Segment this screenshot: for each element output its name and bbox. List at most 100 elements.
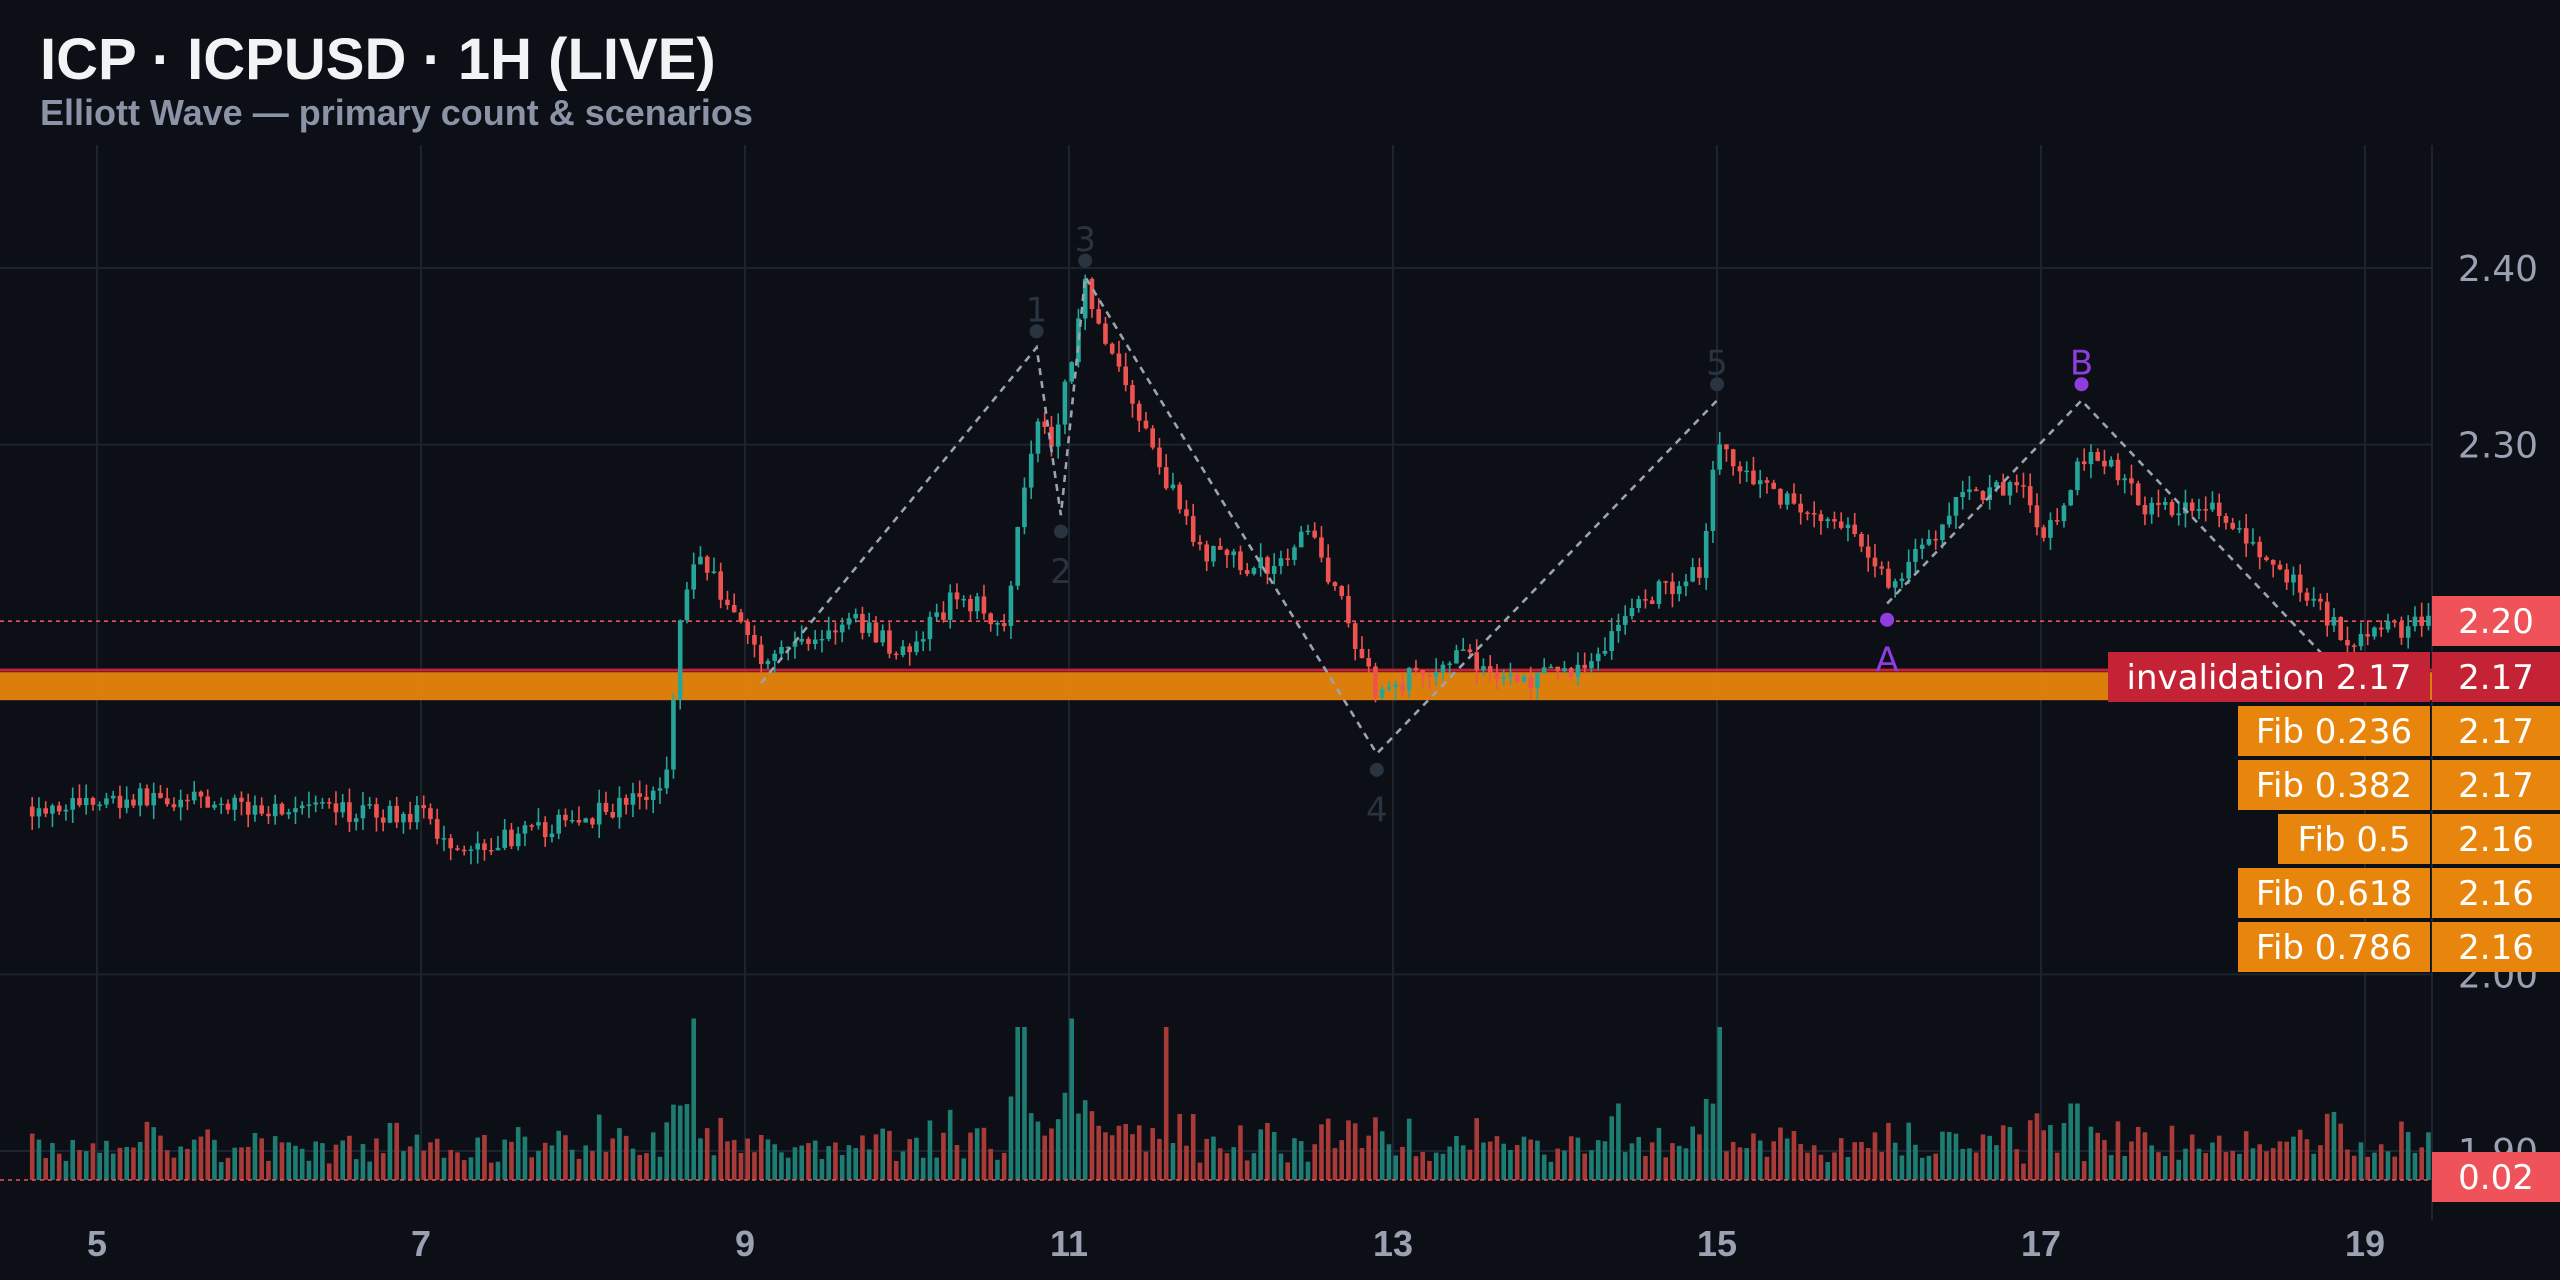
candle-body: [1224, 549, 1230, 556]
volume-bar: [1602, 1141, 1608, 1180]
volume-bar: [97, 1152, 102, 1180]
x-tick-label: 11: [1050, 1223, 1088, 1264]
volume-bar: [1528, 1139, 1533, 1180]
candle-body: [515, 833, 521, 847]
volume-bar: [1521, 1136, 1527, 1180]
volume-bar: [1683, 1148, 1689, 1180]
candle-body: [968, 598, 973, 612]
volume-bar: [1170, 1143, 1176, 1180]
volume-bar: [1015, 1027, 1020, 1180]
volume-bar: [2034, 1113, 2040, 1180]
volume-bar: [1825, 1162, 1830, 1180]
volume-bar: [1217, 1148, 1223, 1180]
tag-invalidation-text: invalidation 2.17: [2127, 658, 2412, 698]
volume-bar: [2156, 1152, 2161, 1180]
volume-bar: [893, 1160, 899, 1180]
candle-body: [104, 798, 109, 805]
candle-body: [2419, 616, 2424, 626]
volume-bar: [299, 1148, 305, 1180]
candle-body: [1069, 362, 1074, 382]
volume-bar: [515, 1127, 521, 1180]
volume-bar: [1595, 1140, 1601, 1180]
volume-bar: [549, 1145, 555, 1180]
volume-bar: [387, 1122, 393, 1180]
volume-bar: [1771, 1141, 1776, 1180]
candle-body: [333, 803, 339, 813]
candle-body: [2014, 482, 2019, 486]
volume-bar: [1892, 1142, 1898, 1180]
volume-bar: [2365, 1156, 2370, 1180]
volume-bar: [1953, 1133, 1959, 1180]
candle-body: [1771, 482, 1776, 489]
volume-bar: [1663, 1157, 1668, 1180]
volume-bar: [475, 1137, 480, 1180]
candle-body: [2338, 616, 2343, 640]
impulse-wave-label: 4: [1366, 791, 1388, 831]
candle-body: [954, 592, 960, 600]
volume-bar: [1393, 1155, 1398, 1180]
volume-bar: [1055, 1119, 1061, 1180]
volume-bar: [2135, 1126, 2141, 1180]
candle-body: [765, 660, 771, 665]
volume-bar: [104, 1140, 109, 1180]
axis-label-fib-0.236-text: 2.17: [2458, 712, 2534, 752]
candle-body: [2142, 505, 2148, 515]
volume-bar: [2223, 1152, 2229, 1180]
candle-body: [563, 814, 568, 821]
candle-body: [819, 638, 825, 641]
candle-body: [1076, 318, 1081, 363]
candle-body: [549, 833, 555, 838]
volume-bar: [2129, 1141, 2134, 1180]
tag-fib-0.618-text: Fib 0.618: [2256, 874, 2412, 914]
candle-body: [1197, 541, 1203, 545]
tag-invalidation-bg: [2108, 652, 2430, 702]
candle-body: [502, 829, 507, 848]
volume-bar: [536, 1150, 541, 1180]
volume-bar: [1346, 1120, 1351, 1180]
volume-bar: [1487, 1141, 1493, 1180]
volume-bar: [1433, 1152, 1439, 1180]
volume-bar: [2331, 1112, 2337, 1180]
volume-bar: [1926, 1155, 1932, 1180]
volume-bar: [1541, 1154, 1547, 1180]
volume-bar: [576, 1158, 582, 1180]
candle-body: [441, 838, 447, 840]
volume-bar: [900, 1151, 906, 1180]
volume-bar: [441, 1157, 447, 1180]
volume-bar: [144, 1121, 150, 1180]
candle-body: [1022, 487, 1027, 528]
corrective-pivot-marker: [2074, 377, 2089, 392]
volume-bar: [1872, 1132, 1878, 1180]
candle-body: [1805, 512, 1810, 514]
candle-body: [1717, 444, 1722, 470]
level-tags[interactable]: 2.20 2.17 invalidation 2.17 2.17 Fib 0.236 2.…: [2108, 596, 2560, 1202]
candle-body: [812, 639, 818, 645]
volume-bar: [1967, 1148, 1972, 1180]
candle-body: [1487, 666, 1493, 673]
volume-bar: [1535, 1140, 1540, 1180]
candle-body: [83, 797, 89, 806]
candle-body: [151, 792, 156, 806]
candle-body: [2277, 564, 2283, 570]
axis-label-fib-0.618: 2.16: [2432, 868, 2560, 918]
volume-bar: [259, 1138, 264, 1180]
candle-body: [961, 598, 966, 601]
candle-body: [1366, 658, 1371, 667]
candle-body: [2095, 451, 2100, 461]
candle-body: [1143, 420, 1149, 429]
volume-bar: [333, 1144, 339, 1180]
volume-bar: [1211, 1136, 1216, 1180]
volume-bar: [2284, 1141, 2289, 1180]
volume-bar: [1238, 1125, 1243, 1180]
candle-body: [2311, 598, 2316, 601]
volume-bar: [2115, 1121, 2121, 1180]
candle-body: [657, 788, 663, 791]
candles: [29, 274, 2431, 865]
candle-body: [556, 814, 561, 834]
y-tick-label: 2.30: [2458, 426, 2538, 467]
candle-body: [1042, 421, 1047, 427]
candle-body: [306, 804, 312, 807]
candle-body: [144, 788, 150, 806]
volume-bar: [1312, 1144, 1317, 1180]
